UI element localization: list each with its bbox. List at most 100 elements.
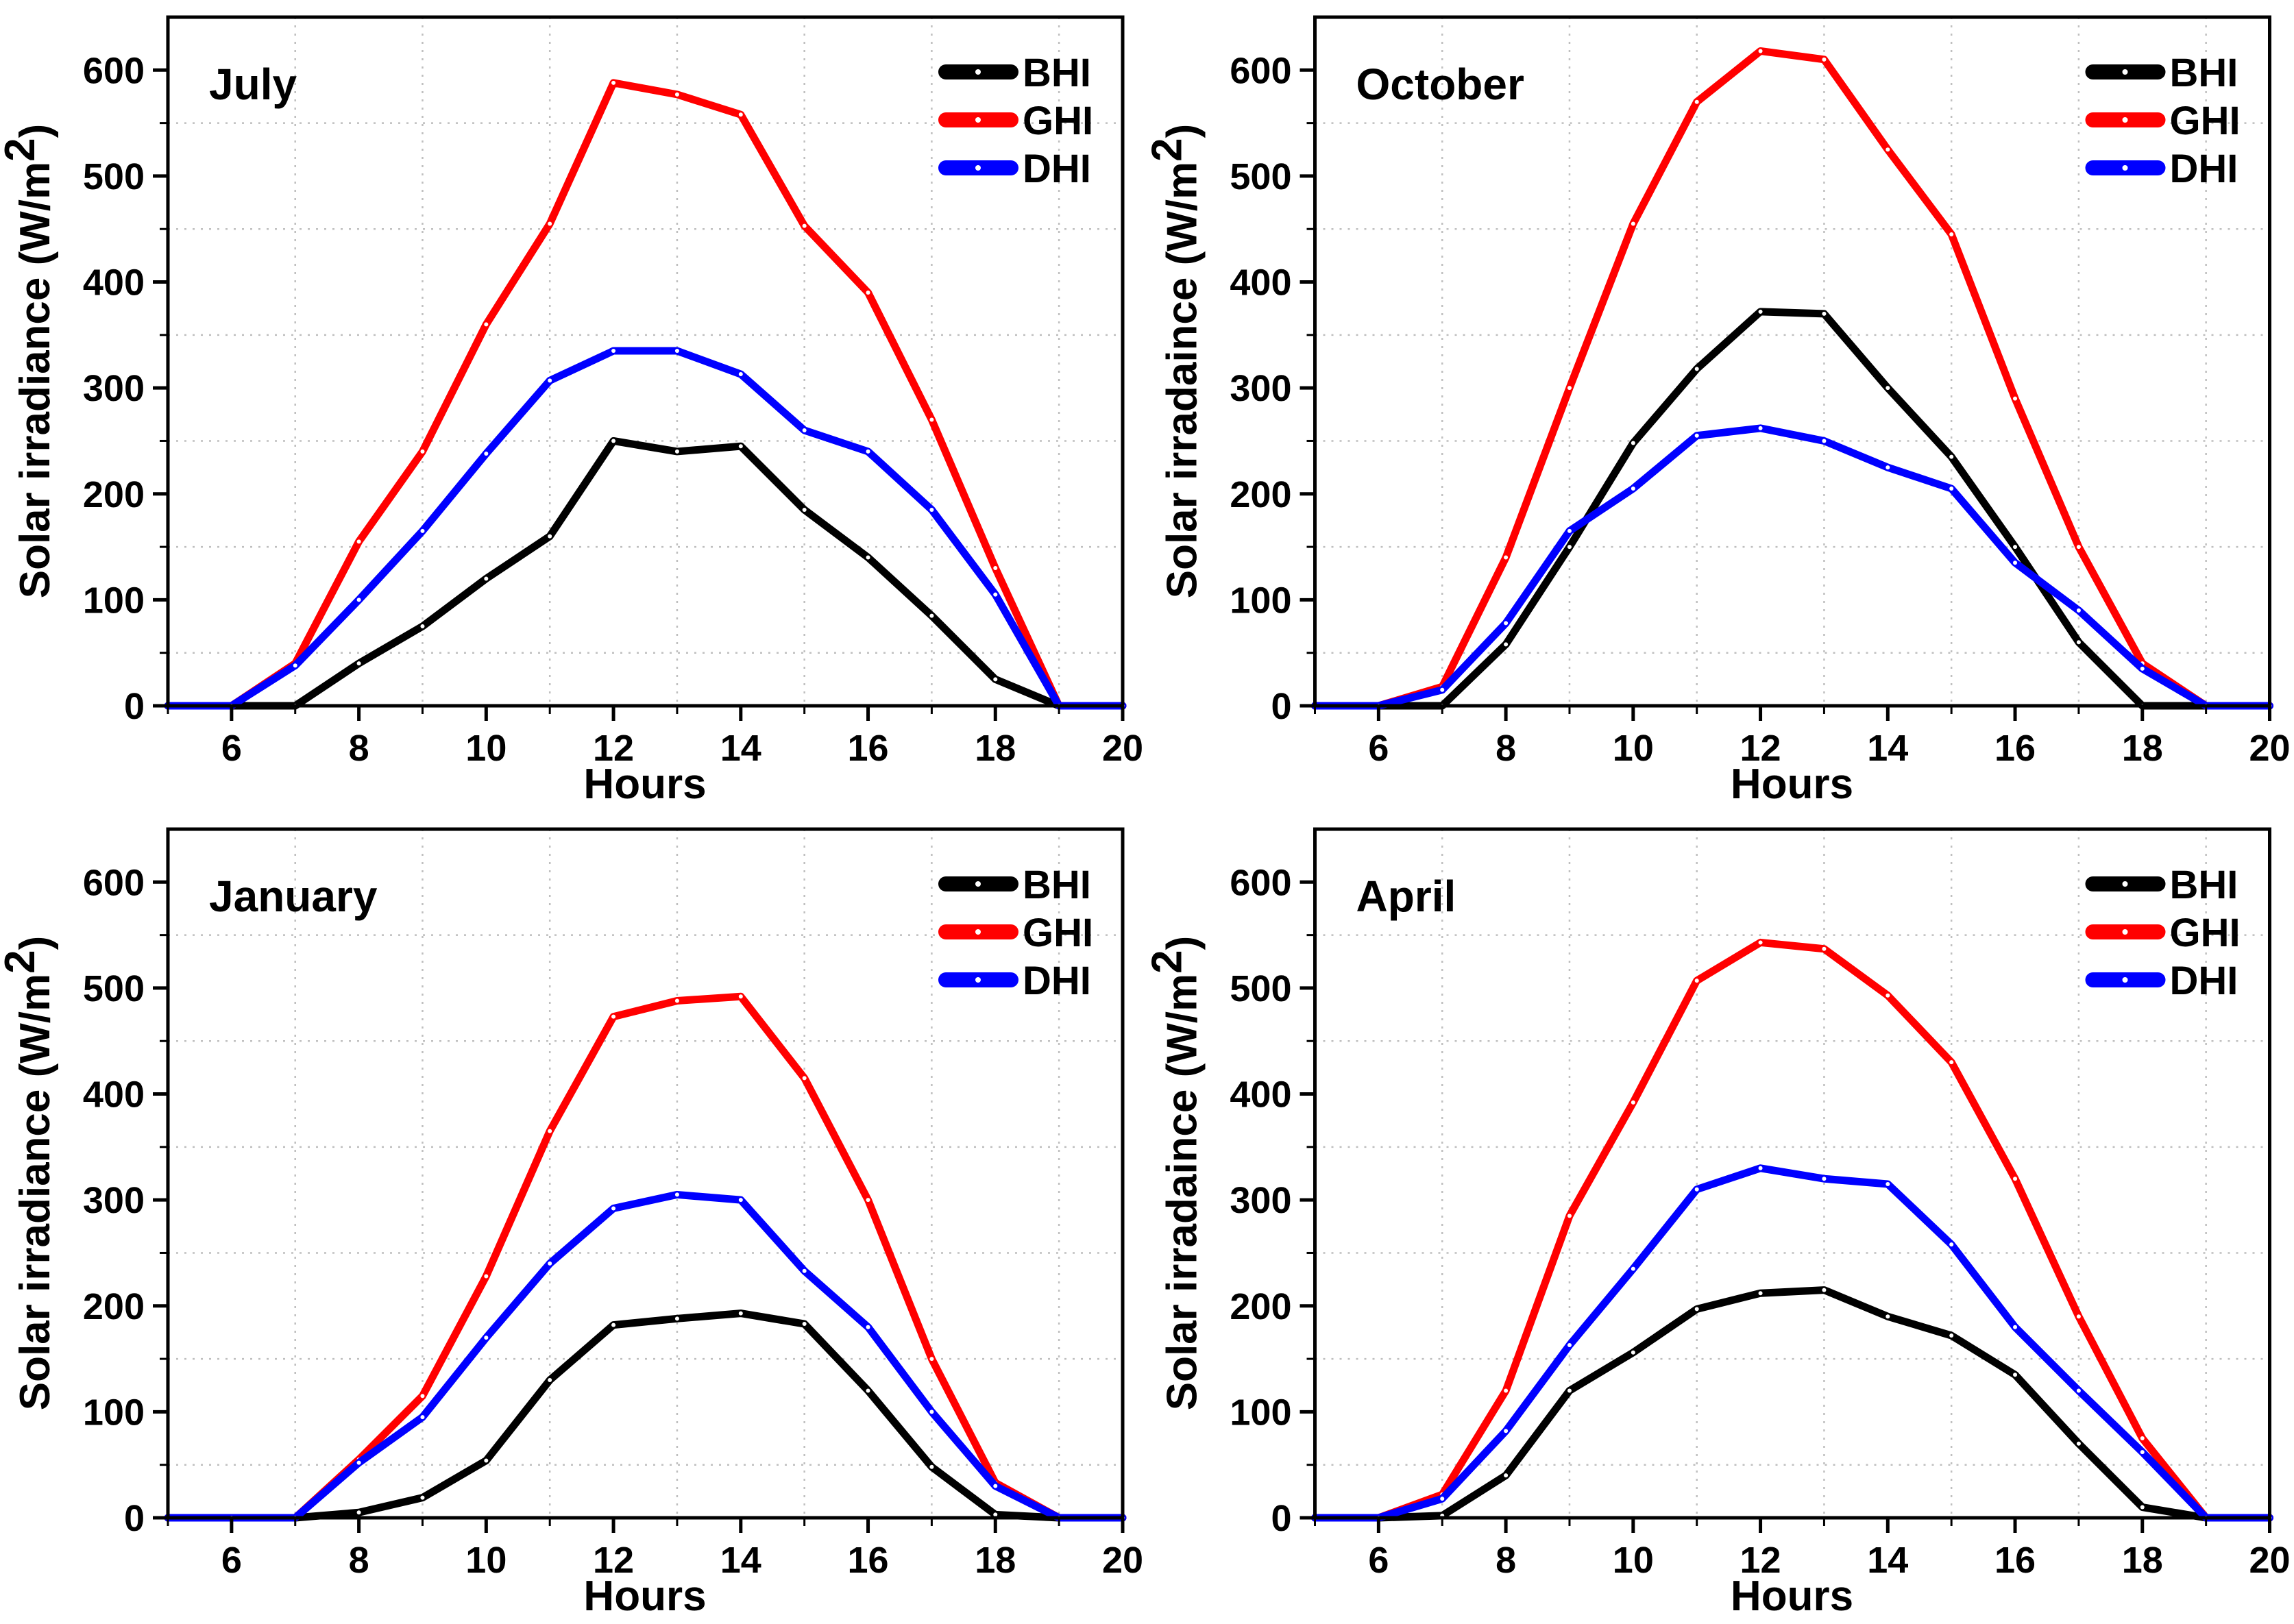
y-tick-label: 0 [124, 686, 145, 727]
legend-entry-dhi: DHI [938, 147, 1091, 191]
series-lines [164, 79, 1127, 710]
legend-entry-dhi: DHI [2085, 147, 2238, 191]
data-point-marker [1822, 1288, 1827, 1292]
y-tick-label: 600 [1230, 862, 1291, 903]
data-point-marker [1949, 454, 1954, 459]
data-point-marker [929, 1464, 934, 1469]
y-tick-label: 300 [1230, 1180, 1291, 1221]
y-tick-label: 400 [1230, 262, 1291, 304]
y-axis-title: Solar irradaince (W/m2) [1147, 124, 1206, 599]
legend-label-bhi: BHI [1023, 863, 1091, 907]
chart-title: January [209, 872, 378, 921]
data-point-marker [993, 566, 998, 570]
data-point-marker [356, 539, 361, 544]
legend: BHI GHI DHI [938, 863, 1093, 1003]
data-point-marker [674, 92, 679, 97]
y-tick-label: 0 [1271, 686, 1291, 727]
data-point-marker [1758, 426, 1763, 430]
y-tick-label: 200 [1230, 1286, 1291, 1327]
data-point-marker [1758, 49, 1763, 53]
series-lines [164, 992, 1127, 1522]
ghi-line [1311, 938, 2273, 1522]
legend-entry-bhi: BHI [938, 51, 1091, 95]
data-point-marker [738, 994, 743, 999]
y-tick-label: 500 [1230, 156, 1291, 197]
data-point-marker [1949, 1242, 1954, 1247]
legend-marker [975, 977, 981, 983]
data-point-marker [2140, 666, 2145, 671]
data-point-marker [484, 1336, 489, 1340]
data-point-marker [420, 1394, 425, 1399]
data-point-marker [2076, 1388, 2081, 1393]
data-point-marker [2013, 1177, 2018, 1181]
x-tick-label: 6 [221, 728, 242, 769]
legend-label-ghi: GHI [2170, 99, 2241, 143]
y-axis-title: Solar irradaince (W/m2) [1147, 936, 1206, 1411]
legend: BHI GHI DHI [2085, 863, 2241, 1003]
data-point-marker [1440, 687, 1445, 692]
data-point-marker [611, 349, 616, 354]
data-point-marker [1949, 1060, 1954, 1065]
legend-label-bhi: BHI [1023, 51, 1091, 95]
data-point-marker [2013, 545, 2018, 550]
legend-entry-bhi: BHI [2085, 863, 2238, 907]
x-tick-label: 16 [847, 1540, 888, 1581]
gridlines [1315, 829, 2270, 1518]
plot-frame [1313, 827, 2271, 1520]
data-point-marker [2013, 396, 2018, 401]
data-point-marker [1886, 1314, 1890, 1319]
data-point-marker [548, 378, 552, 383]
data-point-marker [293, 663, 297, 668]
legend-entry-ghi: GHI [938, 99, 1093, 143]
data-point-marker [802, 507, 807, 512]
panel-january: 6 8 10 12 14 16 18 20 0 100 200 300 400 500 600 Januar… [0, 812, 1147, 1624]
legend-entry-dhi: DHI [938, 959, 1091, 1003]
y-tick-label: 0 [124, 1498, 145, 1539]
data-point-marker [2076, 1441, 2081, 1446]
data-point-marker [356, 1460, 361, 1465]
data-point-marker [802, 223, 807, 228]
legend-label-dhi: DHI [2170, 147, 2238, 191]
data-point-marker [866, 1325, 870, 1329]
data-point-marker [1822, 946, 1827, 951]
data-point-marker [738, 1198, 743, 1203]
legend-marker [2122, 881, 2128, 887]
data-point-marker [1567, 528, 1572, 533]
series-lines [1311, 938, 2273, 1522]
x-tick-label: 8 [349, 728, 369, 769]
legend-entry-bhi: BHI [2085, 51, 2238, 95]
bhi-line [1311, 1286, 2273, 1522]
data-point-marker [2140, 1450, 2145, 1455]
x-axis-title: Hours [583, 1573, 706, 1620]
data-point-marker [548, 221, 552, 226]
data-point-marker [2140, 1505, 2145, 1510]
x-tick-label: 12 [593, 1540, 634, 1581]
y-tick-label: 400 [1230, 1074, 1291, 1116]
data-point-marker [1631, 487, 1635, 491]
data-point-marker [1949, 487, 1954, 491]
series-lines [1311, 47, 2273, 710]
data-point-marker [1822, 1177, 1827, 1181]
x-tick-label: 12 [593, 728, 634, 769]
data-point-marker [674, 349, 679, 354]
x-tick-label: 6 [1368, 728, 1389, 769]
data-point-marker [993, 1484, 998, 1488]
x-tick-label: 8 [349, 1540, 369, 1581]
legend-label-dhi: DHI [1023, 959, 1091, 1003]
y-tick-label: 100 [83, 1392, 145, 1433]
dhi-line [164, 1190, 1127, 1522]
y-tick-label: 300 [83, 1180, 145, 1221]
data-point-marker [1567, 545, 1572, 550]
data-point-marker [802, 1076, 807, 1081]
chart-title: October [1356, 60, 1524, 109]
data-point-marker [2076, 1314, 2081, 1319]
data-point-marker [356, 1510, 361, 1515]
chart-title: April [1356, 872, 1456, 921]
legend-label-dhi: DHI [1023, 147, 1091, 191]
gridlines [1315, 17, 2270, 706]
data-point-marker [1758, 1166, 1763, 1170]
data-point-marker [1886, 147, 1890, 152]
y-tick-label: 100 [83, 580, 145, 621]
